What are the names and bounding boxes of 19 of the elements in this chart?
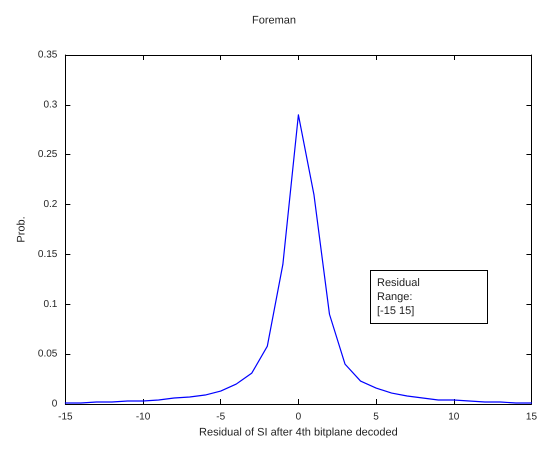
x-tick-label: 5: [373, 412, 380, 422]
x-tick-label: 10: [448, 412, 460, 422]
y-tick-label: 0.05: [38, 348, 58, 360]
y-tick-label: 0.2: [43, 199, 58, 210]
y-tick-label: 0.1: [43, 298, 58, 310]
y-tick-label: 0.15: [38, 248, 58, 260]
x-tick-label: -15: [58, 412, 74, 422]
x-tick-label: -10: [136, 412, 151, 422]
y-tick-label: 0.25: [38, 149, 58, 160]
y-tick-label: 0.35: [38, 50, 58, 60]
x-tick-label: -5: [216, 412, 226, 422]
text-box: Residual Range: [-15 15]: [370, 270, 488, 324]
x-tick-label: 0: [296, 412, 302, 422]
y-tick-label: 0: [52, 398, 58, 410]
x-tick-label: 15: [526, 412, 538, 422]
x-axis-title: Residual of SI after 4th bitplane decoded: [199, 426, 398, 438]
y-axis-title: Prob.: [16, 216, 28, 243]
y-tick-label: 0.3: [43, 99, 58, 110]
chart-title: Foreman: [252, 14, 296, 26]
